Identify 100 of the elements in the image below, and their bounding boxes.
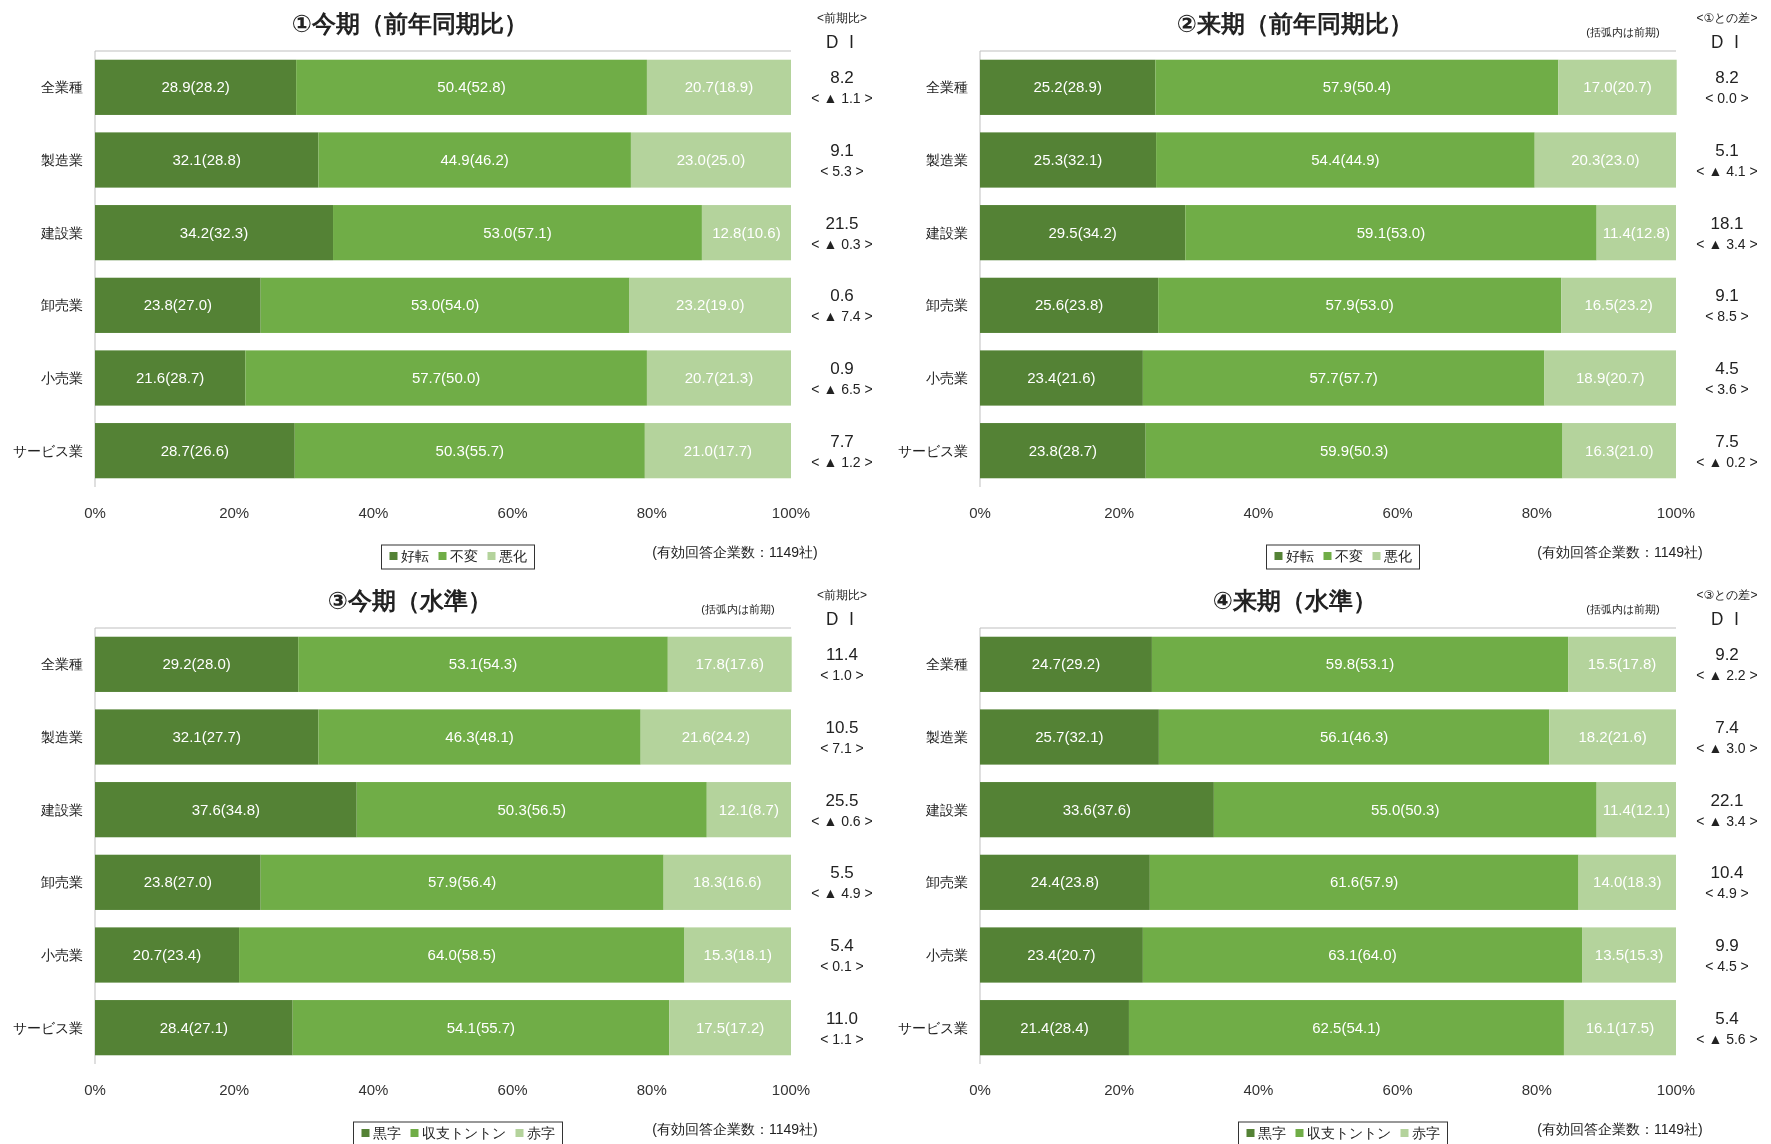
text: ＤＩ [823, 608, 861, 629]
y-tick-label: サービス業 [13, 442, 83, 459]
bar [1549, 709, 1676, 765]
data-label: 20.3(23.0) [1571, 151, 1640, 168]
data-label: 28.4(27.1) [159, 1018, 229, 1036]
legend-label: 不変 [449, 548, 478, 564]
bar [980, 854, 1150, 910]
legend-label: 収支トントン [421, 1125, 506, 1141]
text: < 0.1 > [820, 958, 864, 974]
text: < 1.0 > [820, 667, 864, 684]
text: < ▲ 4.1 > [1696, 163, 1758, 179]
text: < ▲ 3.4 > [1696, 235, 1758, 252]
bar [1582, 927, 1676, 983]
bar [1561, 277, 1676, 333]
x-tick-label: 80% [636, 504, 667, 521]
chart-title: ①今期（前年同期比） [291, 10, 529, 37]
bar [239, 927, 685, 983]
text: < 5.3 > [820, 163, 864, 179]
bar [292, 1000, 670, 1056]
text: 5.4 [830, 936, 854, 955]
chart-title: ③今期（水準） [327, 587, 493, 614]
bar [95, 423, 295, 479]
bar [701, 205, 791, 261]
data-label: 25.7(32.1) [1035, 728, 1104, 745]
bar [980, 277, 1159, 333]
x-tick-label: 0% [969, 504, 991, 521]
text: < 0.0 > [1705, 90, 1749, 107]
bar [646, 350, 791, 406]
data-label: 24.4(23.8) [1030, 873, 1100, 891]
x-tick-label: 20% [1104, 1081, 1135, 1098]
y-tick-label: 建設業 [925, 224, 968, 241]
data-label: 23.8(28.7) [1028, 441, 1098, 459]
text: 9.1 [830, 141, 854, 160]
x-tick-label: 20% [1104, 504, 1135, 521]
text: 11.0 [826, 1008, 858, 1028]
x-tick-label: 60% [497, 1081, 528, 1098]
text: 21.5 [825, 213, 859, 233]
data-label: 16.1(17.5) [1585, 1018, 1655, 1036]
bar [980, 709, 1159, 765]
bar [980, 927, 1143, 983]
bar [1185, 205, 1597, 261]
text: 18.1 [1710, 213, 1744, 233]
data-label: 54.1(55.7) [446, 1018, 516, 1036]
text: <前期比> [816, 11, 868, 25]
legend-label: 好転 [1285, 548, 1314, 564]
text: < 4.5 > [1705, 958, 1749, 974]
data-label: 23.0(25.0) [676, 151, 746, 168]
legend-label: 黒字 [372, 1125, 401, 1141]
x-tick-label: 60% [497, 504, 528, 521]
data-label: 21.6(24.2) [681, 728, 751, 745]
data-label: 59.8(53.1) [1325, 655, 1395, 673]
x-tick-label: 60% [1382, 504, 1413, 521]
data-label: 61.6(57.9) [1330, 873, 1399, 891]
data-label: 23.2(19.0) [676, 296, 745, 314]
y-tick-label: サービス業 [13, 1019, 83, 1036]
y-tick-label: 製造業 [41, 729, 83, 745]
data-label: 57.7(57.7) [1309, 369, 1378, 386]
text: 8.2 [830, 68, 854, 88]
bar [95, 59, 297, 115]
bar [640, 709, 791, 765]
y-tick-label: 建設業 [925, 801, 968, 818]
legend-label: 好転 [400, 548, 429, 564]
data-label: 29.5(34.2) [1048, 223, 1117, 241]
legend-label: 収支トントン [1306, 1125, 1391, 1141]
data-label: 53.0(54.0) [410, 296, 480, 314]
data-label: 17.8(17.6) [695, 655, 764, 673]
data-label: 23.8(27.0) [143, 873, 213, 891]
data-label: 59.1(53.0) [1356, 223, 1426, 241]
text: < 4.9 > [1705, 885, 1749, 902]
data-label: 62.5(54.1) [1312, 1018, 1381, 1036]
text: 25.5 [825, 790, 859, 810]
bar [669, 1000, 791, 1056]
bar [1128, 1000, 1564, 1056]
x-tick-label: 80% [636, 1081, 667, 1098]
text: < ▲ 2.2 > [1696, 667, 1758, 684]
data-label: 18.3(16.6) [693, 873, 762, 891]
bar [245, 350, 647, 406]
data-label: 53.0(57.1) [483, 223, 552, 241]
data-label: 29.2(28.0) [162, 655, 231, 673]
bar [95, 782, 357, 838]
text: 0.9 [830, 359, 854, 378]
bar [1544, 350, 1676, 406]
legend-label: 黒字 [1257, 1125, 1286, 1141]
bar [980, 1000, 1129, 1056]
data-label: 11.4(12.1) [1602, 800, 1670, 818]
bar [95, 1000, 293, 1056]
data-label: 55.0(50.3) [1371, 800, 1440, 818]
bar [667, 636, 792, 692]
data-label: 32.1(27.7) [172, 728, 241, 745]
bar [1596, 782, 1676, 838]
y-tick-label: サービス業 [898, 1019, 968, 1036]
bar [980, 423, 1146, 479]
bar [980, 59, 1156, 115]
chart-title: ④来期（水準） [1212, 587, 1378, 614]
text: 7.4 [1715, 718, 1739, 737]
bar [95, 854, 261, 910]
bar [318, 709, 641, 765]
text: ＤＩ [1708, 608, 1746, 629]
y-tick-label: 全業種 [926, 79, 968, 96]
bar [663, 854, 791, 910]
